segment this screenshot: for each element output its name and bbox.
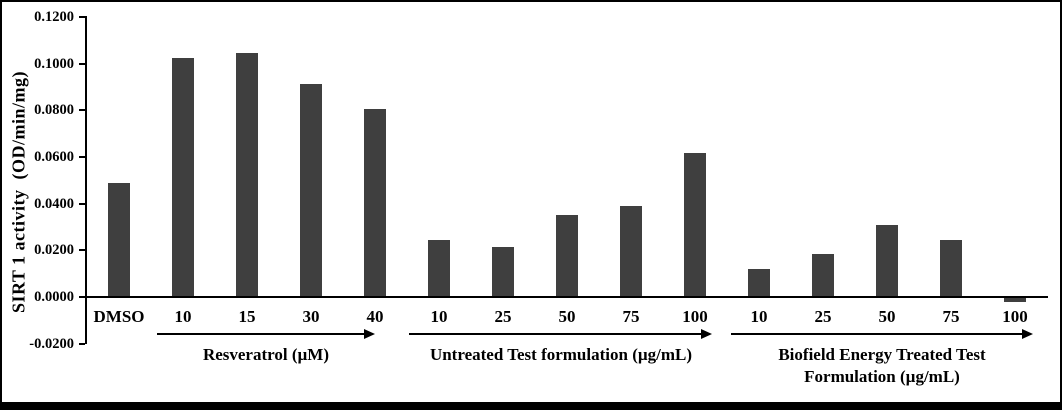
group-label: Untreated Test formulation (µg/mL): [381, 344, 741, 366]
x-category-label: 50: [558, 307, 576, 326]
y-tick-label: -0.0200: [29, 336, 74, 352]
group-label: Resveratrol (µM): [86, 344, 446, 366]
y-tick: [79, 109, 85, 111]
x-category-label: 100: [1002, 307, 1028, 326]
bar: [492, 247, 514, 296]
y-tick-label: 0.1200: [34, 9, 74, 25]
bar: [1004, 298, 1026, 302]
x-category-label: 10: [750, 307, 768, 326]
y-tick: [79, 249, 85, 251]
y-tick: [79, 156, 85, 158]
group-label: Biofield Energy Treated Test Formulation …: [702, 344, 1060, 388]
group-arrow-head: [364, 329, 375, 339]
y-tick-label: 0.0200: [34, 242, 74, 258]
bar: [684, 153, 706, 296]
y-tick-label: 0.1000: [34, 56, 74, 72]
bar: [748, 269, 770, 296]
x-category-label: 50: [878, 307, 896, 326]
group-label-line: Untreated Test formulation (µg/mL): [429, 345, 693, 364]
y-tick-label: 0.0400: [34, 196, 74, 212]
x-category-label: 75: [942, 307, 960, 326]
x-axis-line: [85, 296, 1048, 298]
x-category-label: 30: [302, 307, 320, 326]
x-category-label: 40: [366, 307, 384, 326]
group-arrow: [409, 333, 702, 335]
y-tick: [79, 296, 85, 298]
bar: [620, 206, 642, 296]
bar: [172, 58, 194, 296]
bar: [940, 240, 962, 296]
group-arrow-head: [1022, 329, 1033, 339]
y-tick: [79, 343, 85, 345]
bar: [556, 215, 578, 296]
x-category-label: 10: [174, 307, 192, 326]
x-category-label: 25: [814, 307, 832, 326]
group-label-line: Resveratrol (µM): [202, 345, 330, 364]
x-category-label: 25: [494, 307, 512, 326]
bar: [876, 225, 898, 296]
bar: [108, 183, 130, 296]
x-category-label: 15: [238, 307, 256, 326]
x-category-label: 10: [430, 307, 448, 326]
y-tick-label: 0.0800: [34, 102, 74, 118]
x-category-label: 100: [682, 307, 708, 326]
bar: [236, 53, 258, 296]
x-category-label: DMSO: [93, 307, 145, 326]
y-tick-label: 0.0600: [34, 149, 74, 165]
bar: [364, 109, 386, 296]
bar-chart: 0.1200 0.1000 0.0800 0.0600 0.0400 0.0200 0.00…: [2, 2, 1060, 402]
y-tick: [79, 63, 85, 65]
y-axis-line: [85, 16, 87, 344]
bar: [812, 254, 834, 296]
y-tick: [79, 16, 85, 18]
bar: [428, 240, 450, 296]
group-arrow: [731, 333, 1023, 335]
group-arrow-head: [701, 329, 712, 339]
group-label-line: Biofield Energy Treated Test: [778, 345, 986, 364]
group-label-line: Formulation (µg/mL): [804, 367, 960, 386]
x-category-label: 75: [622, 307, 640, 326]
bar: [300, 84, 322, 296]
y-tick: [79, 203, 85, 205]
group-arrow: [157, 333, 365, 335]
y-tick-label: 0.0000: [34, 289, 74, 305]
